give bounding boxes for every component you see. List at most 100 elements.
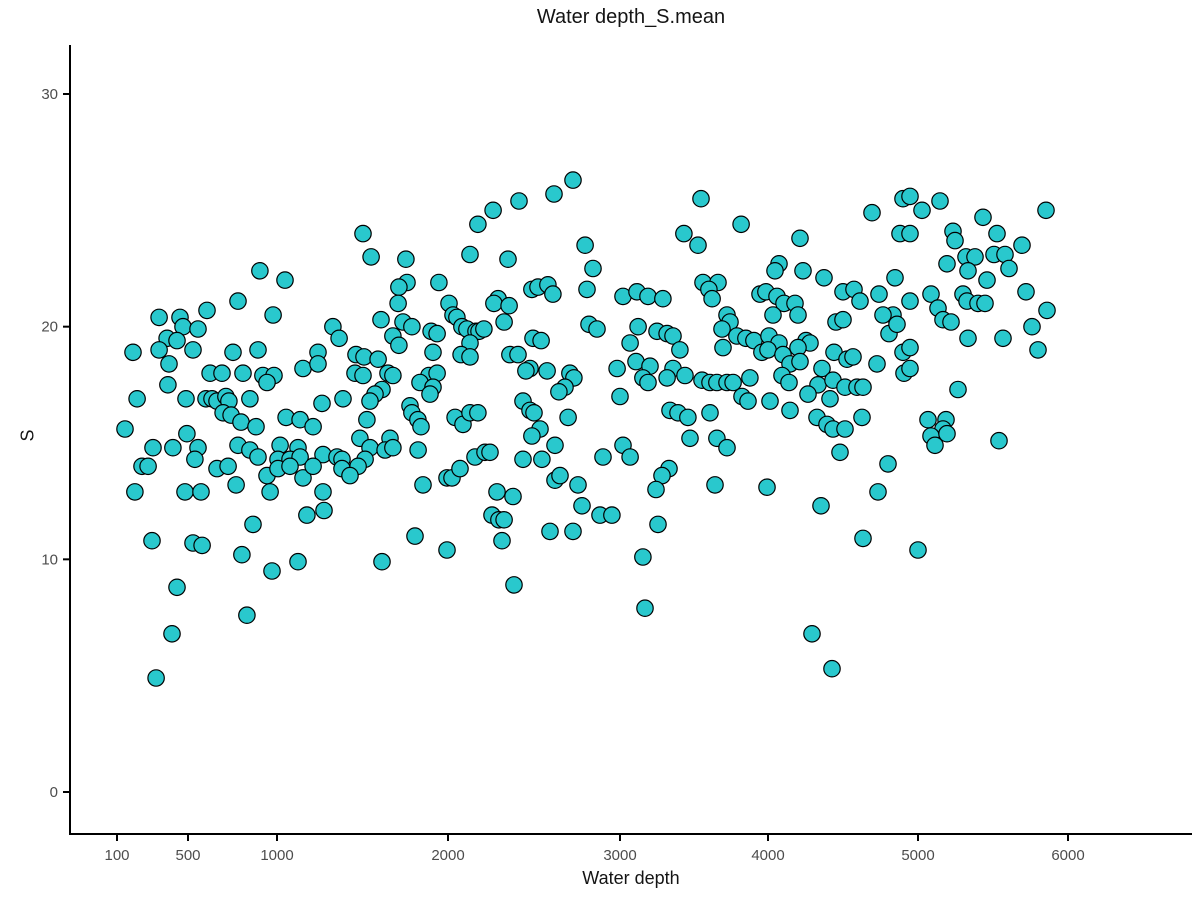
data-point — [724, 373, 742, 392]
data-point — [759, 341, 777, 359]
data-point — [794, 261, 812, 280]
data-point — [803, 624, 821, 643]
data-point — [192, 483, 210, 501]
data-point — [128, 389, 146, 408]
x-tick-label: 1000 — [260, 847, 293, 864]
data-point — [966, 248, 984, 266]
data-point — [249, 341, 267, 359]
data-point — [913, 201, 931, 220]
data-point — [901, 338, 919, 357]
data-point — [879, 455, 897, 473]
data-point — [147, 669, 165, 687]
data-point — [758, 478, 776, 496]
data-point — [389, 294, 407, 313]
x-tick-label: 4000 — [751, 847, 784, 864]
data-point — [639, 287, 657, 306]
data-point — [569, 476, 587, 494]
data-point — [1017, 282, 1035, 301]
data-point — [176, 483, 194, 501]
data-point — [588, 320, 606, 338]
data-point — [703, 289, 721, 308]
x-tick-label: 6000 — [1051, 847, 1084, 864]
data-point — [739, 392, 757, 410]
data-point — [741, 369, 759, 387]
data-point — [639, 373, 657, 392]
data-point — [309, 355, 327, 373]
data-point — [193, 536, 211, 555]
data-point — [461, 245, 479, 264]
data-point — [495, 510, 513, 529]
data-point — [258, 373, 276, 392]
data-point — [397, 250, 415, 269]
data-point — [664, 327, 682, 345]
data-point — [789, 306, 807, 324]
data-point — [675, 224, 693, 243]
data-point — [636, 599, 654, 617]
data-point — [424, 343, 442, 362]
data-point — [994, 329, 1012, 348]
data-point — [834, 310, 852, 329]
data-point — [901, 224, 919, 243]
data-point — [938, 424, 956, 443]
data-point — [654, 289, 672, 308]
data-point — [461, 348, 479, 366]
y-tick-label: 0 — [50, 784, 58, 801]
data-point — [369, 350, 387, 368]
data-point — [990, 431, 1008, 450]
data-point — [791, 229, 809, 248]
data-point — [509, 345, 527, 364]
data-point — [533, 450, 551, 469]
data-point — [901, 187, 919, 206]
data-point — [874, 306, 892, 324]
data-point — [244, 515, 262, 534]
x-tick-label: 100 — [104, 847, 129, 864]
data-point — [144, 438, 162, 457]
x-tick-label: 5000 — [901, 847, 934, 864]
data-point — [938, 254, 956, 273]
data-point — [1038, 301, 1056, 320]
data-point — [159, 375, 177, 394]
data-point — [576, 236, 594, 254]
data-point — [163, 624, 181, 643]
data-point — [761, 392, 779, 410]
data-point — [403, 317, 421, 336]
data-point — [621, 448, 639, 466]
data-point — [334, 389, 352, 408]
data-point — [143, 531, 161, 550]
data-point — [919, 410, 937, 429]
data-point — [1000, 259, 1018, 278]
data-point — [525, 403, 543, 422]
data-point — [926, 436, 944, 455]
data-point — [150, 341, 168, 359]
x-axis-title: Water depth — [582, 868, 680, 888]
data-point — [263, 562, 281, 580]
data-point — [679, 408, 697, 427]
data-point — [362, 248, 380, 266]
data-point — [177, 389, 195, 408]
data-point — [676, 366, 694, 385]
data-point — [831, 443, 849, 462]
data-point — [361, 392, 379, 410]
data-point — [341, 466, 359, 485]
data-point — [247, 417, 265, 436]
data-point — [493, 531, 511, 550]
data-point — [621, 334, 639, 352]
data-point — [823, 659, 841, 678]
data-point — [799, 385, 817, 403]
data-point — [124, 343, 142, 362]
data-point — [523, 427, 541, 445]
y-tick-label: 10 — [41, 551, 58, 568]
data-point — [304, 457, 322, 476]
data-point — [126, 483, 144, 501]
data-point — [390, 336, 408, 355]
data-point — [573, 496, 591, 515]
data-point — [608, 359, 626, 378]
data-point — [781, 401, 799, 420]
data-point — [234, 364, 252, 382]
data-point — [869, 483, 887, 501]
data-point — [538, 362, 556, 380]
data-point — [354, 224, 372, 243]
data-point — [330, 329, 348, 348]
data-point — [541, 522, 559, 541]
